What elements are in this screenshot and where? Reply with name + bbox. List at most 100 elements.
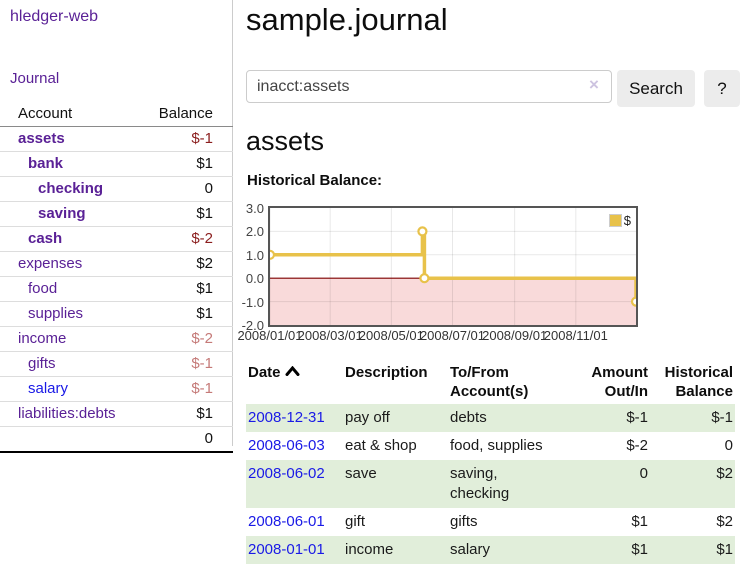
register-row: 2008-12-31 pay off debts $-1 $-1 <box>246 404 735 432</box>
account-link-checking[interactable]: checking <box>38 180 103 197</box>
account-row: liabilities:debts $1 <box>0 402 233 427</box>
account-row: food $1 <box>0 277 233 302</box>
transaction-amount: $-1 <box>573 404 650 432</box>
register-row: 2008-06-02 save saving, checking 0 $2 <box>246 460 735 508</box>
y-tick-label: 1.0 <box>230 248 264 263</box>
register-col-amount: Amount Out/In <box>573 360 650 404</box>
register-col-description: Description <box>343 360 448 404</box>
transaction-accounts: food, supplies <box>448 432 573 460</box>
register-col-accounts: To/From Account(s) <box>448 360 573 404</box>
register-row: 2008-06-01 gift gifts $1 $2 <box>246 508 735 536</box>
legend-colorbox <box>609 214 622 227</box>
account-link-cash[interactable]: cash <box>28 230 62 247</box>
account-balance: $2 <box>142 252 233 277</box>
page-title: sample.journal <box>246 2 448 38</box>
account-balance: $1 <box>142 402 233 427</box>
register-table: Date Description To/From Account(s) Amou… <box>246 360 735 564</box>
account-link-food[interactable]: food <box>28 280 57 297</box>
transaction-accounts: saving, checking <box>448 460 573 508</box>
accounts-col-balance: Balance <box>142 102 233 127</box>
transaction-balance: $2 <box>650 460 735 508</box>
account-row: expenses $2 <box>0 252 233 277</box>
help-button[interactable]: ? <box>704 70 740 107</box>
accounts-total-value: 0 <box>142 427 233 453</box>
sidebar: hledger-web Journal Account Balance asse… <box>0 0 233 446</box>
legend-label: $ <box>624 213 631 228</box>
register-header-row: Date Description To/From Account(s) Amou… <box>246 360 735 404</box>
register-row: 2008-01-01 income salary $1 $1 <box>246 536 735 564</box>
transaction-balance: $1 <box>650 536 735 564</box>
transaction-balance: 0 <box>650 432 735 460</box>
account-row: gifts $-1 <box>0 352 233 377</box>
account-row: checking 0 <box>0 177 233 202</box>
account-row: cash $-2 <box>0 227 233 252</box>
transaction-date-link[interactable]: 2008-01-01 <box>248 541 325 558</box>
x-tick-label: 2008/11/01 <box>534 328 618 343</box>
account-row: salary $-1 <box>0 377 233 402</box>
transaction-description: gift <box>343 508 448 536</box>
account-row: saving $1 <box>0 202 233 227</box>
account-balance: $1 <box>142 302 233 327</box>
sidebar-item-journal[interactable]: Journal <box>10 70 59 87</box>
y-tick-label: 3.0 <box>230 201 264 216</box>
account-link-saving[interactable]: saving <box>38 205 86 222</box>
register-col-balance: Historical Balance <box>650 360 735 404</box>
y-tick-label: -1.0 <box>230 295 264 310</box>
transaction-accounts: debts <box>448 404 573 432</box>
transaction-date-link[interactable]: 2008-06-01 <box>248 513 325 530</box>
hledger-web-page: hledger-web Journal Account Balance asse… <box>0 0 742 582</box>
chart-x-axis: 2008/01/012008/03/012008/05/012008/07/01… <box>270 328 636 344</box>
account-row: income $-2 <box>0 327 233 352</box>
register-row: 2008-06-03 eat & shop food, supplies $-2… <box>246 432 735 460</box>
transaction-description: income <box>343 536 448 564</box>
transaction-date-link[interactable]: 2008-12-31 <box>248 409 325 426</box>
account-balance: $-1 <box>142 352 233 377</box>
search-input[interactable] <box>246 70 612 103</box>
transaction-date-link[interactable]: 2008-06-02 <box>248 465 325 482</box>
accounts-table: Account Balance assets $-1 bank $1 check… <box>0 102 233 453</box>
transaction-description: pay off <box>343 404 448 432</box>
account-link-assets[interactable]: assets <box>18 130 65 147</box>
account-balance: $1 <box>142 202 233 227</box>
chart-legend: $ <box>609 213 631 228</box>
account-link-gifts[interactable]: gifts <box>28 355 56 372</box>
account-link-income[interactable]: income <box>18 330 66 347</box>
accounts-col-account: Account <box>0 102 142 127</box>
search-button[interactable]: Search <box>617 70 695 107</box>
transaction-amount: $-2 <box>573 432 650 460</box>
clear-search-icon[interactable]: × <box>589 76 599 93</box>
account-balance: 0 <box>142 177 233 202</box>
register-col-date[interactable]: Date <box>246 360 343 404</box>
account-balance: $-2 <box>142 227 233 252</box>
account-link-bank[interactable]: bank <box>28 155 63 172</box>
transaction-amount: 0 <box>573 460 650 508</box>
brand-link[interactable]: hledger-web <box>10 8 98 26</box>
account-link-supplies[interactable]: supplies <box>28 305 83 322</box>
account-balance: $1 <box>142 152 233 177</box>
transaction-accounts: gifts <box>448 508 573 536</box>
sort-ascending-icon <box>285 366 300 376</box>
transaction-balance: $2 <box>650 508 735 536</box>
accounts-header-row: Account Balance <box>0 102 233 127</box>
account-balance: $-1 <box>142 377 233 402</box>
transaction-amount: $1 <box>573 536 650 564</box>
account-link-liabilities-debts[interactable]: liabilities:debts <box>18 405 116 422</box>
chart-title: Historical Balance: <box>247 172 382 189</box>
transaction-description: save <box>343 460 448 508</box>
transaction-date-link[interactable]: 2008-06-03 <box>248 437 325 454</box>
y-tick-label: 0.0 <box>230 271 264 286</box>
chart-y-axis: 3.02.01.00.0-1.0-2.0 <box>230 208 264 325</box>
y-tick-label: 2.0 <box>230 224 264 239</box>
transaction-description: eat & shop <box>343 432 448 460</box>
transaction-amount: $1 <box>573 508 650 536</box>
account-link-expenses[interactable]: expenses <box>18 255 82 272</box>
account-link-salary[interactable]: salary <box>28 380 68 397</box>
account-heading: assets <box>246 126 324 157</box>
account-balance: $-1 <box>142 127 233 152</box>
account-row: bank $1 <box>0 152 233 177</box>
account-balance: $-2 <box>142 327 233 352</box>
register-col-date-label: Date <box>248 364 281 381</box>
account-row: supplies $1 <box>0 302 233 327</box>
account-balance: $1 <box>142 277 233 302</box>
transaction-balance: $-1 <box>650 404 735 432</box>
